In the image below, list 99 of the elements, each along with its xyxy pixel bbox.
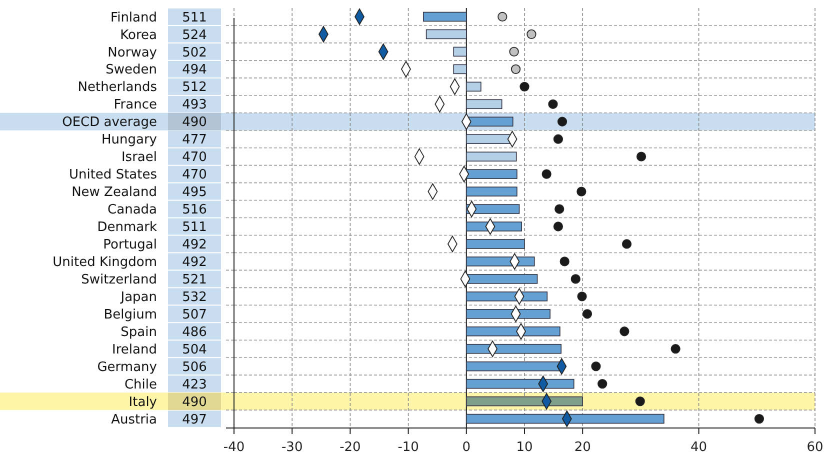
point: [560, 256, 570, 266]
point: [548, 99, 558, 109]
y2-tick-label: 470: [182, 168, 207, 183]
y-tick-label: Ireland: [112, 342, 157, 358]
y2-tick-label: 507: [182, 307, 207, 322]
y-tick-label: United Kingdom: [52, 255, 157, 270]
bar: [466, 152, 517, 162]
y2-tick-label: 511: [182, 10, 207, 26]
bar: [466, 326, 560, 336]
y2-tick-label: 506: [182, 360, 207, 375]
y-tick-label: Korea: [120, 28, 157, 43]
x-tick-label: 0: [462, 440, 471, 456]
y-tick-label: Portugal: [103, 238, 157, 253]
y-tick-label: Germany: [97, 360, 158, 375]
point: [622, 239, 632, 249]
point: [526, 29, 536, 40]
y2-tick-label: 521: [182, 272, 207, 288]
y2-tick-label: 477: [182, 132, 207, 148]
point: [670, 344, 680, 354]
bar: [466, 274, 538, 284]
bar: [466, 169, 518, 179]
y2-tick-label: 470: [182, 150, 207, 166]
y-tick-label: Denmark: [97, 220, 158, 236]
point: [591, 362, 601, 372]
point: [557, 116, 568, 126]
y-tick-label: OECD average: [62, 115, 157, 130]
y2-tick-label: 511: [182, 220, 207, 236]
y2-tick-label: 516: [182, 202, 207, 218]
y-tick-label: New Zealand: [72, 185, 157, 200]
bar: [423, 12, 467, 22]
y-tick-label: United States: [68, 168, 158, 183]
point: [636, 152, 646, 162]
y-tick-label: Norway: [108, 45, 158, 60]
x-tick-label: 60: [806, 440, 824, 456]
point: [520, 82, 530, 92]
point: [509, 46, 519, 57]
y-tick-label: Japan: [120, 290, 157, 305]
point: [582, 309, 592, 319]
y-tick-label: Austria: [111, 412, 157, 428]
point: [577, 292, 587, 302]
y-tick-label: France: [114, 98, 157, 113]
y-tick-label: Israel: [121, 150, 157, 166]
bar: [466, 186, 518, 196]
point: [498, 12, 508, 22]
bar: [466, 309, 550, 319]
x-tick-label: -40: [223, 440, 245, 456]
y2-tick-label: 494: [182, 62, 207, 78]
bar: [466, 292, 548, 302]
y-tick-label: Chile: [124, 377, 157, 392]
bar: [453, 64, 467, 74]
x-tick-label: -10: [398, 440, 419, 456]
point: [620, 326, 630, 336]
point: [576, 186, 586, 196]
y-tick-label: Hungary: [101, 132, 158, 148]
x-tick-label: -30: [281, 440, 303, 456]
point: [754, 414, 764, 424]
y-tick-label: Sweden: [106, 62, 157, 78]
y2-tick-label: 423: [182, 377, 207, 392]
y-tick-label: Finland: [110, 10, 157, 26]
point: [510, 64, 521, 74]
y2-tick-label: 486: [182, 324, 207, 340]
y-tick-label: Belgium: [104, 307, 157, 322]
point: [553, 134, 564, 144]
point: [553, 222, 564, 232]
bar: [466, 396, 583, 406]
point: [635, 396, 645, 406]
y2-tick-label: 492: [182, 255, 207, 270]
bar: [466, 344, 562, 354]
y2-tick-label: 490: [182, 394, 207, 410]
y2-tick-label: 495: [182, 185, 207, 200]
point: [598, 379, 608, 389]
y2-tick-label: 493: [182, 98, 207, 113]
point: [542, 169, 552, 179]
y-tick-label: Netherlands: [78, 80, 158, 96]
y2-tick-label: 490: [182, 115, 207, 130]
y-tick-label: Italy: [128, 394, 158, 410]
y2-tick-label: 532: [182, 290, 207, 305]
x-tick-label: 40: [690, 440, 708, 456]
point: [554, 204, 564, 214]
x-tick-label: 20: [574, 440, 591, 456]
bar: [426, 29, 467, 40]
x-tick-label: -20: [340, 440, 361, 456]
y2-tick-label: 492: [182, 238, 207, 253]
bar: [466, 239, 525, 249]
y2-tick-label: 512: [182, 80, 207, 96]
y-tick-label: Switzerland: [81, 272, 157, 288]
y2-tick-label: 497: [182, 412, 207, 428]
bar: [466, 82, 482, 92]
y-tick-label: Canada: [108, 202, 157, 218]
y2-tick-label: 504: [182, 342, 207, 358]
y2-tick-label: 524: [182, 28, 207, 43]
point: [570, 274, 580, 284]
bar: [453, 46, 467, 57]
bar: [466, 378, 574, 389]
bar: [466, 414, 664, 424]
x-tick-label: 10: [516, 440, 533, 456]
y2-tick-label: 502: [182, 45, 207, 60]
bar: [466, 99, 502, 110]
y-tick-label: Spain: [120, 324, 157, 340]
